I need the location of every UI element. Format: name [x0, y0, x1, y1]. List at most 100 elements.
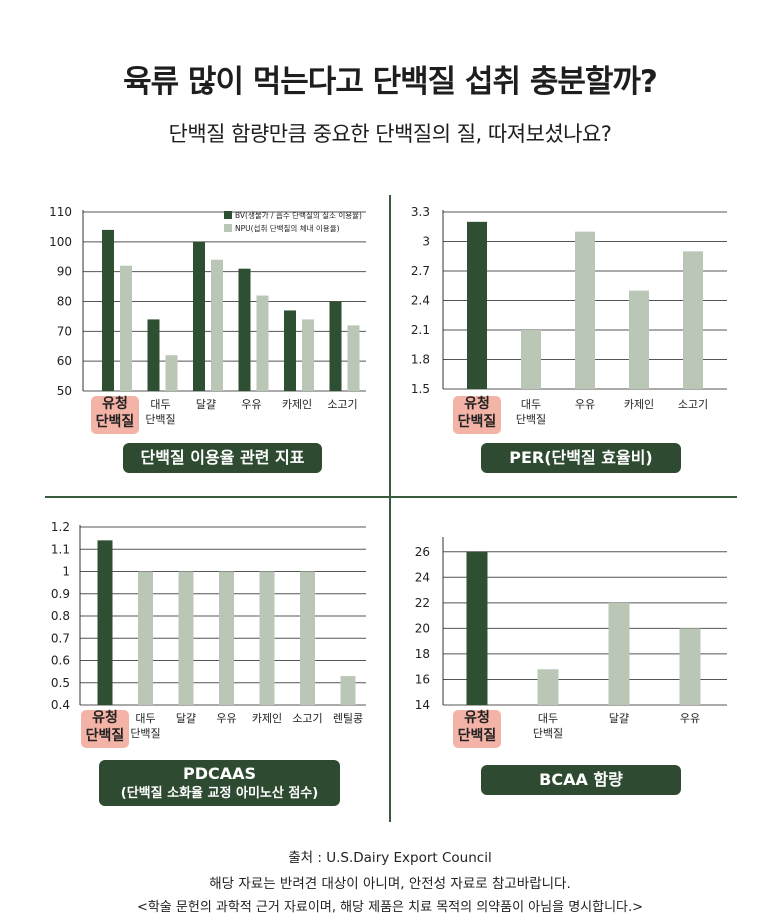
bar — [329, 301, 342, 391]
footer-note: 해당 자료는 반려견 대상이 아니며, 안전성 자료로 참고바랍니다. — [209, 876, 571, 892]
category-label: 유청 — [464, 710, 490, 726]
category-label: 우유 — [241, 398, 261, 411]
category-highlight — [453, 396, 501, 434]
category-label: 유청 — [92, 710, 118, 726]
bar — [219, 571, 234, 705]
chart-title-line: PDCAAS — [182, 764, 257, 783]
legend-swatch — [224, 211, 232, 219]
category-label: 단백질 — [516, 413, 546, 426]
chart-title-per: PER(단백질 효율비) — [481, 443, 681, 473]
category-label: 카제인 — [282, 398, 312, 411]
footer-source: 출처 : U.S.Dairy Export Council — [288, 850, 492, 866]
legend-label: BV(생물가 / 흡수 단백질의 질소 이용율) — [235, 210, 362, 220]
bar — [679, 628, 701, 705]
category-label: 단백질 — [533, 727, 563, 740]
y-tick-label: 3.3 — [411, 205, 430, 219]
y-tick-label: 26 — [415, 545, 430, 559]
y-tick-label: 0.8 — [51, 609, 70, 623]
bar — [259, 571, 275, 705]
bar — [238, 268, 251, 391]
y-tick-label: 90 — [57, 265, 72, 279]
bar — [608, 602, 630, 705]
category-label: 단백질 — [130, 727, 160, 740]
bar — [347, 325, 360, 391]
category-label: 소고기 — [678, 398, 708, 411]
y-tick-label: 80 — [57, 295, 72, 309]
category-label: 단백질 — [96, 413, 135, 430]
y-tick-label: 0.6 — [51, 654, 70, 668]
chart-title-bcaa: BCAA 함량 — [481, 765, 681, 795]
bar — [521, 330, 541, 389]
chart-title-line: (단백질 소화율 교정 아미노산 점수) — [120, 786, 319, 801]
y-tick-label: 24 — [415, 570, 430, 584]
y-tick-label: 1.2 — [51, 520, 70, 534]
y-tick-label: 2.4 — [411, 294, 430, 308]
category-label: 우유 — [575, 398, 595, 411]
bar — [300, 571, 315, 705]
chart-title-pdcaas: PDCAAS (단백질 소화율 교정 아미노산 점수) — [99, 760, 340, 806]
bar — [629, 290, 649, 389]
category-label: 대두 — [521, 398, 541, 411]
bar — [120, 265, 132, 391]
y-tick-label: 1 — [62, 565, 70, 579]
chart-title-utilization: 단백질 이용율 관련 지표 — [123, 443, 322, 473]
bar — [575, 231, 595, 389]
y-tick-label: 22 — [415, 596, 430, 610]
y-tick-label: 70 — [57, 324, 72, 338]
bar — [256, 295, 269, 391]
bar — [102, 229, 114, 391]
bar — [466, 551, 488, 705]
category-label: 카제인 — [252, 712, 282, 725]
vertical-divider — [389, 195, 391, 822]
chart-title-line: 단백질 이용율 관련 지표 — [140, 448, 305, 467]
y-tick-label: 0.4 — [51, 698, 70, 712]
category-label: 카제인 — [624, 398, 654, 411]
bar — [340, 676, 356, 705]
category-highlight — [81, 710, 129, 748]
horizontal-divider — [45, 496, 737, 498]
footer-disclaimer: <학술 문헌의 과학적 근거 자료이며, 해당 제품은 치료 목적의 의약품이 … — [136, 900, 644, 915]
bar — [178, 571, 194, 705]
category-label: 대두 — [135, 712, 155, 725]
bar — [193, 241, 205, 391]
y-tick-label: 110 — [49, 205, 72, 219]
category-label: 소고기 — [292, 712, 322, 725]
category-highlight — [453, 710, 501, 748]
bar — [97, 540, 113, 705]
category-label: 대두 — [538, 712, 558, 725]
category-label: 유청 — [102, 396, 128, 412]
y-tick-label: 0.9 — [51, 587, 70, 601]
bar — [467, 221, 487, 389]
y-tick-label: 100 — [49, 235, 72, 249]
bar — [537, 669, 559, 705]
bar — [147, 319, 160, 391]
category-label: 단백질 — [458, 727, 497, 744]
category-label: 대두 — [150, 398, 170, 411]
category-label: 우유 — [680, 712, 700, 725]
y-tick-label: 14 — [415, 698, 430, 712]
y-tick-label: 0.7 — [51, 631, 70, 645]
bar — [138, 571, 153, 705]
y-tick-label: 18 — [415, 647, 430, 661]
y-tick-label: 1.5 — [411, 382, 430, 396]
category-label: 단백질 — [458, 413, 497, 430]
y-tick-label: 50 — [57, 384, 72, 398]
bar — [165, 355, 178, 391]
bar — [211, 259, 223, 391]
category-label: 달걀 — [176, 712, 196, 725]
category-label: 달걀 — [609, 712, 629, 725]
y-tick-label: 0.5 — [51, 676, 70, 690]
y-tick-label: 3 — [422, 235, 430, 249]
category-highlight — [91, 396, 139, 434]
y-tick-label: 2.7 — [411, 264, 430, 278]
bar — [302, 319, 314, 391]
page-title: 육류 많이 먹는다고 단백질 섭취 충분할까? — [123, 64, 658, 100]
y-tick-label: 16 — [415, 672, 430, 686]
page-subtitle: 단백질 함량만큼 중요한 단백질의 질, 따져보셨나요? — [168, 122, 612, 146]
y-tick-label: 60 — [57, 354, 72, 368]
y-tick-label: 1.1 — [51, 542, 70, 556]
legend-label: NPU(섭취 단백질의 체내 이용율) — [235, 223, 340, 233]
